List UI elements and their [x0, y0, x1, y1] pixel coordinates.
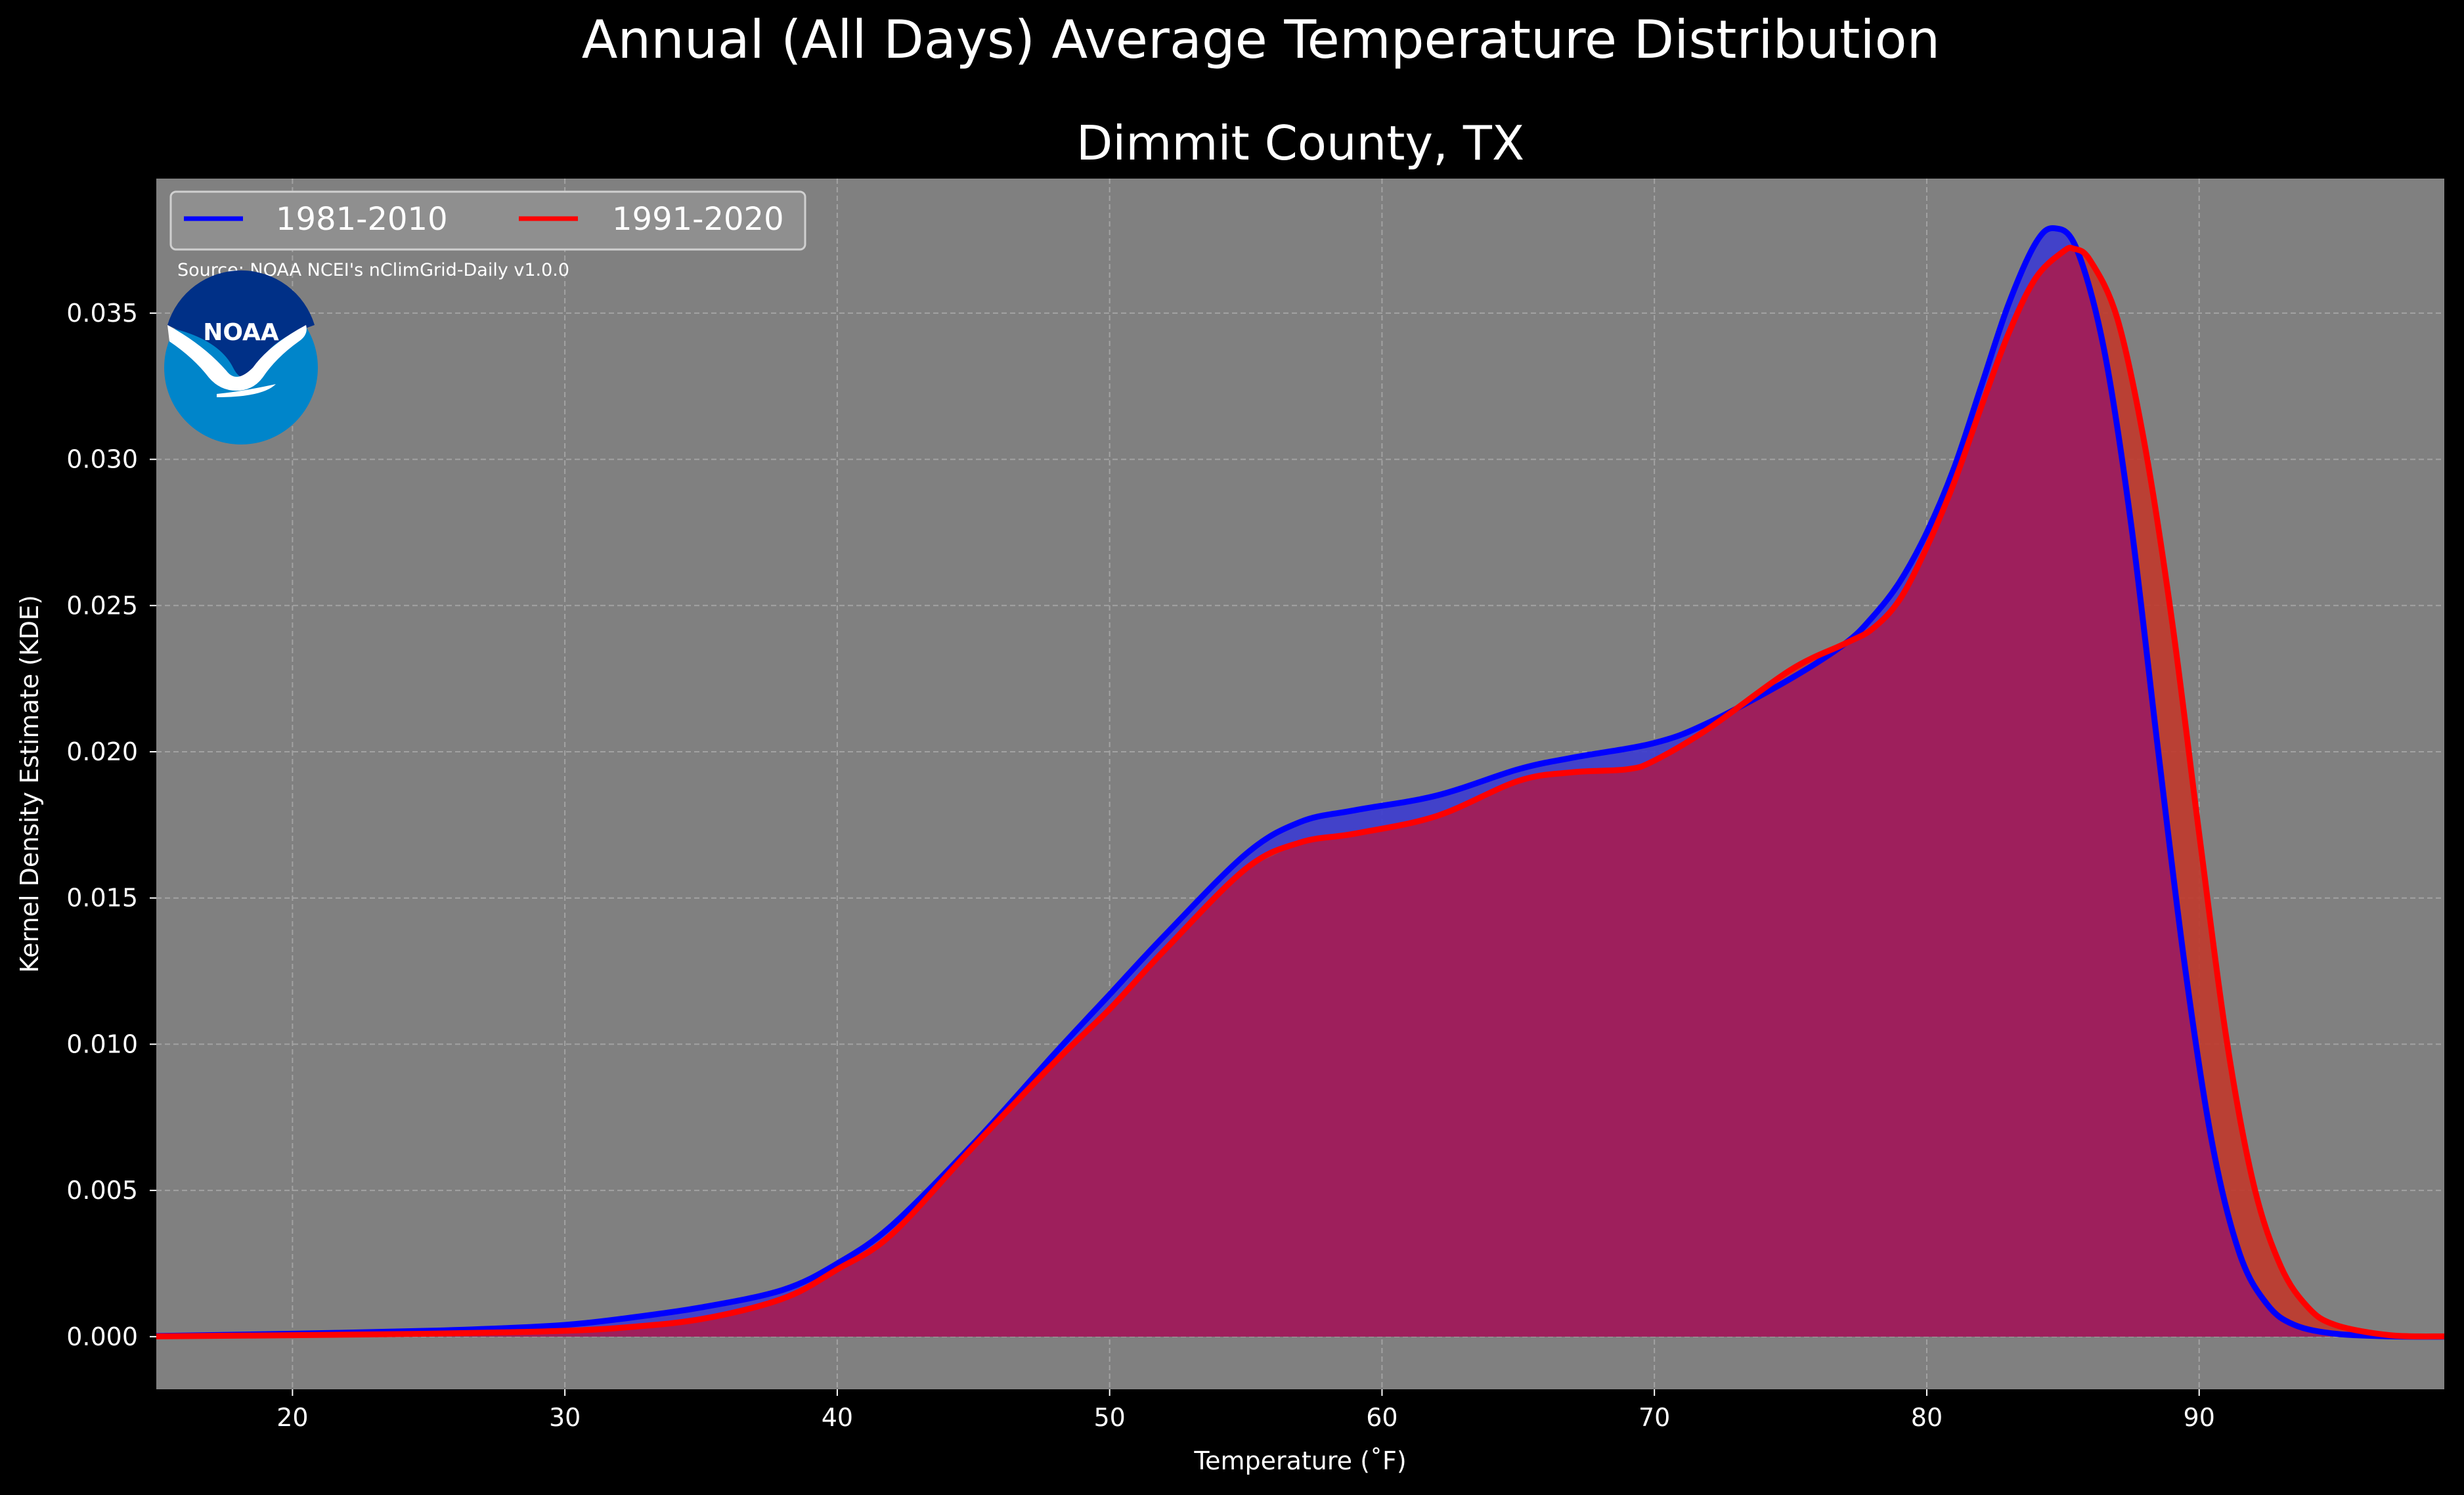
- y-tick-label: 0.015: [66, 884, 138, 913]
- y-tick-label: 0.005: [66, 1176, 138, 1205]
- y-axis-label: Kernel Density Estimate (KDE): [15, 595, 44, 973]
- x-tick-label: 90: [2184, 1403, 2215, 1432]
- x-tick-label: 50: [1093, 1403, 1125, 1432]
- series-layer: [156, 225, 2444, 1340]
- chart-title: Dimmit County, TX: [1076, 116, 1524, 171]
- noaa-logo-inner: [167, 270, 315, 378]
- series-line-1991-2020: [156, 244, 2444, 1339]
- noaa-logo: NOAA: [164, 270, 318, 444]
- y-tick-label: 0.010: [66, 1029, 138, 1058]
- legend-label-1991-2020: 1991-2020: [612, 201, 784, 238]
- legend: 1981-2010 1991-2020: [169, 190, 806, 251]
- y-tick-label: 0.020: [66, 737, 138, 766]
- y-tick-label: 0.030: [66, 445, 138, 474]
- noaa-logo-gull: [167, 325, 307, 391]
- noaa-logo-text: NOAA: [203, 319, 279, 346]
- x-axis-label: Temperature (˚F): [1193, 1446, 1406, 1475]
- y-tick-label: 0.025: [66, 591, 138, 620]
- y-tick-label: 0.000: [66, 1322, 138, 1351]
- x-tick-label: 30: [549, 1403, 581, 1432]
- legend-box: [169, 190, 806, 251]
- noaa-logo-gull-tail: [217, 384, 276, 397]
- x-tick-label: 60: [1366, 1403, 1397, 1432]
- ticks: 20 30 40 50 60 70 80 90 0.000 0.005 0.010 0.015 0.02…: [66, 299, 2215, 1432]
- y-tick-label: 0.035: [66, 299, 138, 328]
- chart-suptitle: Annual (All Days) Average Temperature Di…: [582, 9, 1940, 70]
- overlap-area: [156, 249, 2444, 1337]
- legend-label-1981-2010: 1981-2010: [276, 201, 448, 238]
- x-tick-label: 40: [822, 1403, 853, 1432]
- x-tick-label: 70: [1639, 1403, 1670, 1432]
- x-tick-label: 80: [1911, 1403, 1943, 1432]
- x-tick-label: 20: [276, 1403, 308, 1432]
